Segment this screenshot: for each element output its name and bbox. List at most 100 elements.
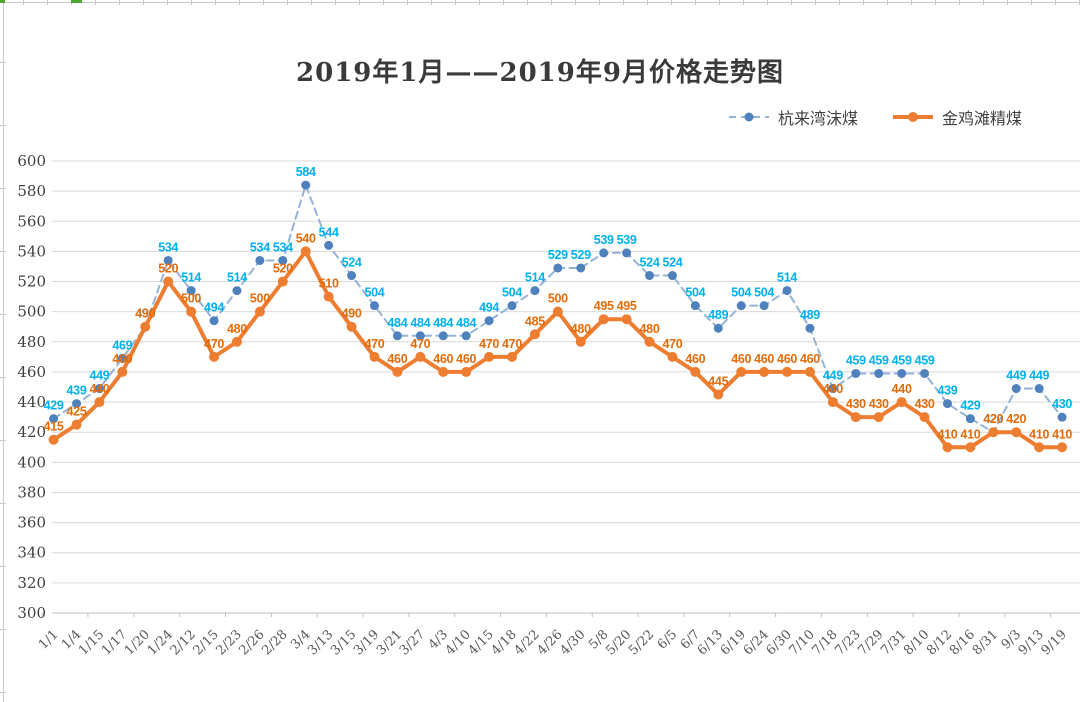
series-0-data-label: 439 (67, 384, 87, 398)
series-1-data-label: 410 (937, 427, 957, 441)
series-1-data-label: 420 (983, 412, 1003, 426)
series-0-marker (851, 368, 861, 378)
series-1-marker (529, 329, 540, 340)
series-0-data-label: 534 (158, 240, 178, 254)
series-1-data-label: 500 (548, 292, 568, 306)
chart-legend: 杭来湾沫煤 金鸡滩精煤 (728, 105, 1022, 129)
series-1-marker (1057, 442, 1068, 453)
series-0-data-label: 469 (112, 338, 132, 352)
x-axis-tick-label: 9/19 (1039, 627, 1070, 658)
series-1-marker (965, 442, 976, 453)
series-0-data-label: 420 (983, 412, 1003, 426)
series-1-data-label: 470 (410, 337, 430, 351)
series-1-marker (415, 351, 426, 362)
series-1-data-label: 445 (708, 375, 728, 389)
series-1-data-label: 480 (227, 322, 247, 336)
y-axis-tick-label: 580 (17, 182, 46, 200)
series-0-marker (324, 240, 334, 250)
series-1-data-label: 460 (754, 352, 774, 366)
series-1-marker (140, 321, 151, 332)
series-0-data-label: 544 (319, 225, 339, 239)
x-axis-tick-label: 1/1 (36, 627, 61, 652)
series-1-marker (690, 366, 701, 377)
series-1-marker (163, 276, 174, 287)
series-0-marker (667, 271, 677, 281)
series-1-data-label: 415 (44, 420, 64, 434)
x-axis-tick-label: 4/30 (557, 627, 588, 658)
series-1-data-label: 490 (342, 307, 362, 321)
series-1-marker (346, 321, 357, 332)
series-0-data-label: 504 (685, 286, 705, 300)
series-1-marker (369, 351, 380, 362)
series-0-marker (599, 248, 609, 258)
series-1-data-label: 510 (319, 277, 339, 291)
series-0-data-label: 430 (1052, 397, 1072, 411)
y-axis-tick-label: 500 (17, 303, 46, 321)
series-0-marker (530, 286, 540, 296)
series-0-data-label: 514 (777, 271, 797, 285)
series-1-data-label: 460 (387, 352, 407, 366)
series-0-marker (782, 286, 792, 296)
x-axis-tick-label: 8/31 (970, 627, 1001, 658)
series-0-data-label: 534 (273, 240, 293, 254)
series-1-data-label: 425 (67, 405, 87, 419)
series-1-marker (759, 366, 770, 377)
series-0-data-label: 429 (960, 399, 980, 413)
legend-label: 金鸡滩精煤 (942, 109, 1023, 128)
series-0-data-label: 484 (387, 316, 407, 330)
series-0-marker (347, 271, 357, 281)
series-1-marker (804, 366, 815, 377)
series-1-data-label: 490 (135, 307, 155, 321)
series-1-data-label: 485 (525, 314, 545, 328)
series-0-marker (369, 301, 379, 311)
y-axis-tick-label: 400 (17, 453, 46, 471)
series-0-data-label: 484 (456, 316, 476, 330)
series-0-data-label: 449 (823, 369, 843, 383)
series-0-data-label: 514 (525, 271, 545, 285)
series-1-data-label: 410 (1052, 427, 1072, 441)
y-axis-tick-label: 320 (17, 574, 46, 592)
series-1-marker (1011, 427, 1022, 438)
series-1-data-label: 460 (777, 352, 797, 366)
y-axis-tick-label: 420 (17, 423, 46, 441)
series-0-marker (1011, 384, 1021, 394)
series-0-data-label: 459 (915, 353, 935, 367)
series-0-data-label: 504 (731, 286, 751, 300)
legend-item-hanglaiwan[interactable]: 杭来湾沫煤 (728, 105, 858, 129)
series-0-marker (117, 353, 127, 363)
series-0-data-label: 489 (708, 308, 728, 322)
series-0-marker (874, 368, 884, 378)
series-1-marker (117, 366, 128, 377)
legend-item-jinjitan[interactable]: 金鸡滩精煤 (892, 105, 1022, 129)
series-0-marker (553, 263, 563, 273)
series-0-data-label: 459 (892, 353, 912, 367)
series-0-data-label: 534 (250, 240, 270, 254)
series-1-marker (713, 389, 724, 400)
series-1-marker (827, 397, 838, 408)
x-axis-tick-label: 2/28 (259, 627, 290, 658)
series-0-marker (484, 316, 494, 326)
y-axis-tick-label: 540 (17, 242, 46, 260)
series-1-marker (484, 351, 495, 362)
series-1-marker (277, 276, 288, 287)
series-0-data-label: 539 (617, 233, 637, 247)
series-0-marker (163, 255, 173, 265)
series-1-data-label: 440 (89, 382, 109, 396)
series-1-data-label: 540 (296, 231, 316, 245)
y-axis-tick-label: 560 (17, 212, 46, 230)
x-axis-tick-label: 6/5 (655, 627, 680, 652)
series-1-marker (231, 336, 242, 347)
series-0-marker (965, 414, 975, 424)
series-1-marker (850, 412, 861, 423)
series-0-data-label: 504 (754, 286, 774, 300)
series-1-data-label: 460 (800, 352, 820, 366)
series-0-marker (759, 301, 769, 311)
series-1-data-label: 470 (204, 337, 224, 351)
series-0-marker (415, 331, 425, 341)
series-0-marker (805, 323, 815, 333)
series-1-data-label: 430 (869, 397, 889, 411)
y-axis-tick-label: 380 (17, 483, 46, 501)
y-axis-tick-label: 460 (17, 363, 46, 381)
